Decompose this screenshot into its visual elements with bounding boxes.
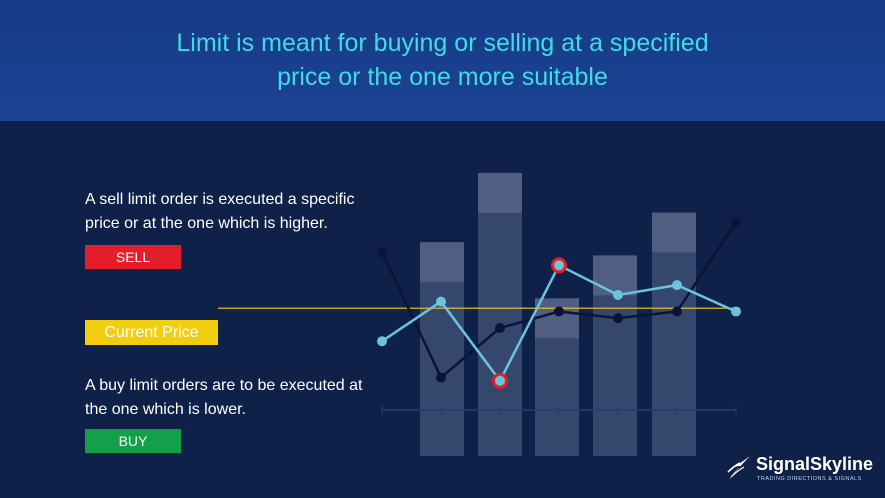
dark-series-point (495, 323, 505, 333)
buy-button[interactable]: BUY (85, 429, 181, 453)
light-series-point (613, 290, 623, 300)
light-series-point (377, 336, 387, 347)
chart-bar-cap (420, 242, 464, 283)
chart-x-ticks (381, 406, 737, 414)
chart-bar-cap (652, 212, 696, 253)
sell-description-line-1: A sell limit order is executed a specifi… (85, 191, 355, 208)
logo-swoosh-icon (727, 456, 750, 480)
chart-bar-cap (478, 172, 522, 213)
chart-bars (420, 172, 696, 456)
dark-series-point (377, 247, 387, 258)
dark-series-point (554, 306, 564, 317)
logo-name: SignalSkyline (756, 454, 874, 474)
dark-series-point (672, 306, 682, 317)
light-series-point (672, 280, 682, 291)
sell-button[interactable]: SELL (85, 245, 181, 269)
chart-bar (652, 212, 696, 456)
title-line-2: price or the one more suitable (277, 62, 608, 91)
light-series-point (436, 296, 446, 307)
buy-description: A buy limit orders are to be executed at… (85, 374, 362, 422)
dark-series-point (731, 217, 741, 228)
buy-description-line-2: the one which is lower. (85, 401, 246, 418)
light-series-point (495, 375, 505, 386)
chart-series (377, 217, 741, 389)
light-series-point (731, 306, 741, 317)
dark-series-point (436, 372, 446, 383)
signalskyline-logo: SignalSkyline TRADING DIRECTIONS & SIGNA… (726, 452, 876, 488)
header-banner: Limit is meant for buying or selling at … (0, 0, 885, 121)
light-series-point (554, 260, 564, 271)
buy-description-line-1: A buy limit orders are to be executed at (85, 377, 363, 394)
chart-bar (535, 298, 579, 456)
logo-tagline: TRADING DIRECTIONS & SIGNALS (757, 476, 862, 482)
title-line-1: Limit is meant for buying or selling at … (176, 28, 709, 57)
chart-bar (593, 255, 637, 456)
sell-description-line-2: price or at the one which is higher. (85, 215, 328, 232)
dark-series-point (613, 313, 623, 324)
current-price-tag: Current Price (85, 320, 218, 345)
chart-bar-cap (593, 255, 637, 296)
sell-description: A sell limit order is executed a specifi… (85, 188, 354, 236)
page-title: Limit is meant for buying or selling at … (93, 26, 793, 94)
chart-bar-cap (535, 298, 579, 339)
